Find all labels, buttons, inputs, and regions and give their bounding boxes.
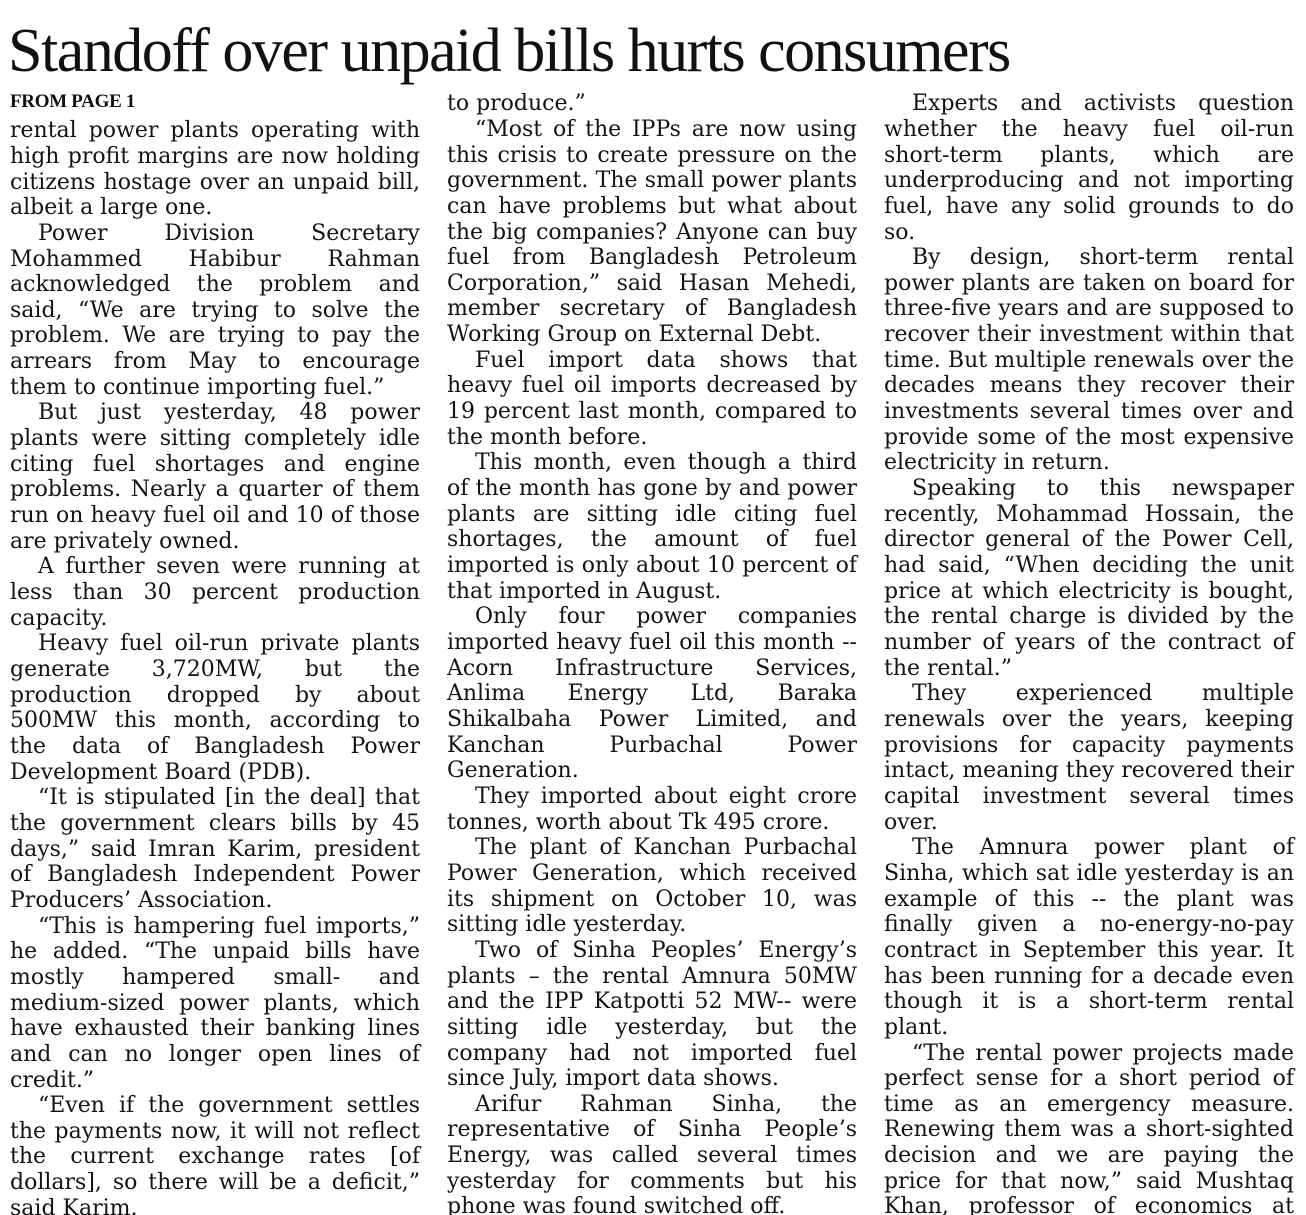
article-paragraph: The plant of Kanchan Purbachal Power Gen… [447, 835, 857, 938]
article-paragraph: A further seven were running at less tha… [10, 554, 420, 631]
article-paragraph: “It is stipulated [in the deal] that the… [10, 785, 420, 913]
article-paragraph: This month, even though a third of the m… [447, 450, 857, 604]
article-column-3: Experts and activists question whether t… [884, 91, 1294, 1215]
article-paragraph: “Even if the government settles the paym… [10, 1093, 420, 1215]
article-paragraph: “Most of the IPPs are now using this cri… [447, 116, 857, 348]
article-paragraph: Heavy fuel oil-run private plants genera… [10, 631, 420, 785]
article-paragraph: rental power plants operating with high … [10, 118, 420, 221]
article-paragraph: They experienced multiple renewals over … [884, 681, 1294, 835]
article-body: FROM PAGE 1 rental power plants operatin… [0, 91, 1306, 1215]
article-paragraph: to produce.” [447, 91, 586, 117]
from-page-label: FROM PAGE 1 [10, 91, 136, 113]
article-paragraph: Power Division Secretary Mohammed Habibu… [10, 220, 420, 400]
article-column-2: to produce.” “Most of the IPPs are now us… [447, 91, 857, 1215]
article-paragraph: “This is hampering fuel imports,” he add… [10, 913, 420, 1093]
article-paragraph: Two of Sinha Peoples’ Energy’s plants – … [447, 937, 857, 1092]
article-paragraph: They imported about eight crore tonnes, … [447, 783, 857, 835]
article-paragraph: Experts and activists question whether t… [884, 91, 1294, 245]
article-paragraph: Only four power companies imported heavy… [447, 604, 857, 784]
article-paragraph: Speaking to this newspaper recently, Moh… [884, 476, 1294, 681]
article-paragraph: Fuel import data shows that heavy fuel o… [447, 347, 857, 450]
article-paragraph: “The rental power projects made perfect … [884, 1040, 1294, 1215]
article-column-1: FROM PAGE 1 rental power plants operatin… [10, 91, 420, 1215]
article-paragraph: But just yesterday, 48 power plants were… [10, 400, 420, 554]
article-paragraph: The Amnura power plant of Sinha, which s… [884, 835, 1294, 1040]
article-headline: Standoff over unpaid bills hurts consume… [8, 17, 1011, 85]
article-paragraph: Arifur Rahman Sinha, the representative … [447, 1091, 857, 1215]
article-paragraph: By design, short-term rental power plant… [884, 245, 1294, 476]
